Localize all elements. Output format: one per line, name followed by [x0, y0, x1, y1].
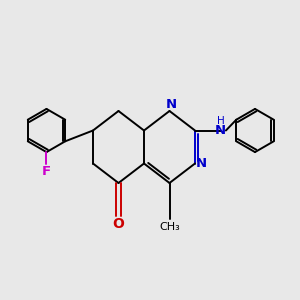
Text: N: N: [215, 124, 226, 137]
Text: CH₃: CH₃: [159, 222, 180, 233]
Text: O: O: [112, 218, 124, 231]
Text: H: H: [217, 116, 224, 126]
Text: N: N: [196, 157, 207, 170]
Text: F: F: [42, 165, 51, 178]
Text: N: N: [165, 98, 177, 111]
